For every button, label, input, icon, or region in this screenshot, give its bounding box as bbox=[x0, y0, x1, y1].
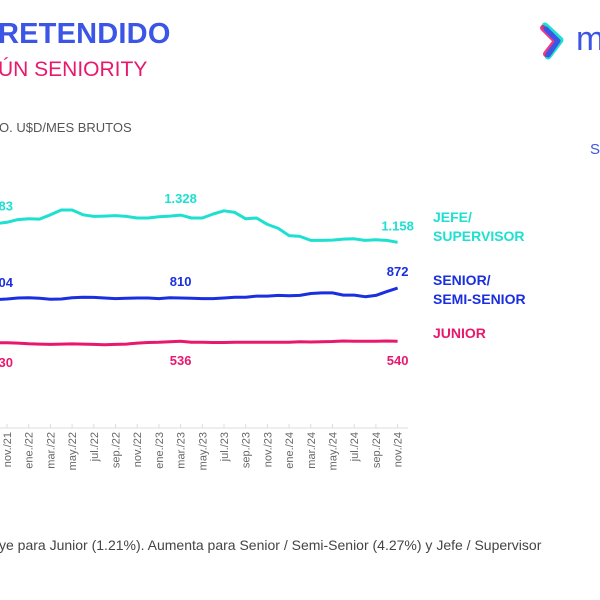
x-tick-label: nov./21 bbox=[2, 432, 14, 467]
legend-entry: SENIOR/ bbox=[433, 272, 491, 288]
x-tick-label: sep./22 bbox=[111, 432, 123, 468]
x-tick-label: ene./23 bbox=[154, 432, 166, 469]
data-label: 1.158 bbox=[381, 218, 414, 233]
unit-label: O. U$D/MES BRUTOS bbox=[0, 120, 132, 135]
legend-entry: JUNIOR bbox=[433, 325, 486, 341]
data-label: 1.328 bbox=[164, 191, 197, 206]
x-tick-label: mar./24 bbox=[306, 432, 318, 469]
x-tick-label: nov./24 bbox=[393, 432, 405, 467]
series-line-1 bbox=[0, 286, 399, 301]
series-line-0 bbox=[0, 208, 398, 244]
x-tick-label: mar./22 bbox=[45, 432, 57, 469]
chart-title: RETENDIDO bbox=[0, 18, 171, 50]
x-tick-label: ene./22 bbox=[24, 432, 36, 469]
legend-entry: SEMI-SENIOR bbox=[433, 291, 526, 307]
legend-entry: JEFE/ bbox=[433, 209, 472, 225]
data-label: 872 bbox=[387, 264, 409, 279]
data-label: 540 bbox=[387, 353, 409, 368]
x-tick-label: mar./23 bbox=[176, 432, 188, 469]
x-tick-label: sep./23 bbox=[241, 432, 253, 468]
brand-logo: m bbox=[540, 20, 600, 66]
x-tick-label: jul./22 bbox=[89, 432, 101, 462]
x-tick-label: jul./24 bbox=[349, 432, 361, 462]
data-label: 1.283 bbox=[0, 198, 13, 213]
legend-entry: SUPERVISOR bbox=[433, 228, 525, 244]
x-tick-label: nov./22 bbox=[132, 432, 144, 467]
x-tick-label: sep./24 bbox=[371, 432, 383, 468]
data-label: 810 bbox=[170, 274, 192, 289]
series-line-2 bbox=[0, 339, 398, 347]
right-partial-text: S bbox=[590, 141, 600, 158]
x-tick-label: jul./23 bbox=[219, 432, 231, 462]
chevron-logo-icon bbox=[540, 22, 564, 60]
x-tick-label: nov./23 bbox=[262, 432, 274, 467]
data-label: 530 bbox=[0, 355, 13, 370]
data-label: 804 bbox=[0, 275, 14, 290]
x-tick-label: may./22 bbox=[67, 432, 79, 470]
data-label: 536 bbox=[170, 353, 192, 368]
logo-text: m bbox=[576, 20, 600, 58]
x-tick-label: ene./24 bbox=[284, 432, 296, 469]
footer-note: ye para Junior (1.21%). Aumenta para Sen… bbox=[0, 537, 542, 553]
x-tick-label: may./24 bbox=[328, 432, 340, 470]
x-tick-label: may./23 bbox=[197, 432, 209, 470]
chart-subtitle: ÚN SENIORITY bbox=[0, 58, 148, 81]
